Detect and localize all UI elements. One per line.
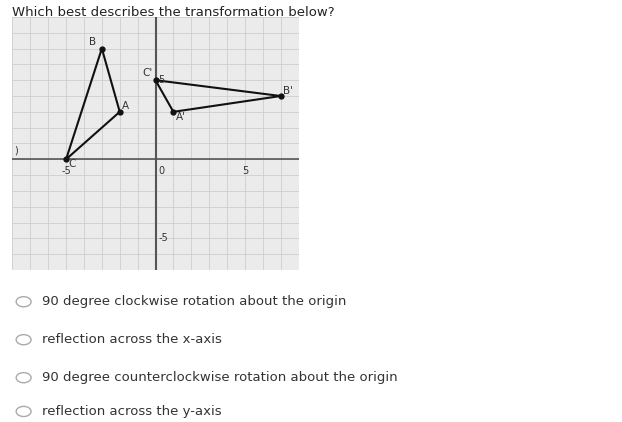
Text: 0: 0 [158, 165, 164, 176]
Text: ): ) [14, 145, 18, 155]
Text: 90 degree clockwise rotation about the origin: 90 degree clockwise rotation about the o… [42, 295, 346, 308]
Text: A': A' [176, 112, 186, 122]
Text: -5: -5 [158, 233, 168, 243]
Text: 5: 5 [158, 75, 164, 85]
Text: 90 degree counterclockwise rotation about the origin: 90 degree counterclockwise rotation abou… [42, 371, 398, 384]
Text: Which best describes the transformation below?: Which best describes the transformation … [12, 6, 335, 19]
Text: C': C' [142, 68, 153, 78]
Text: 5: 5 [242, 165, 248, 176]
Text: reflection across the x-axis: reflection across the x-axis [42, 333, 222, 346]
Text: B: B [90, 37, 96, 46]
Text: B': B' [284, 86, 294, 96]
Text: reflection across the y-axis: reflection across the y-axis [42, 405, 222, 418]
Text: C: C [69, 159, 76, 169]
Text: -5: -5 [61, 165, 71, 176]
Text: A: A [123, 101, 129, 111]
